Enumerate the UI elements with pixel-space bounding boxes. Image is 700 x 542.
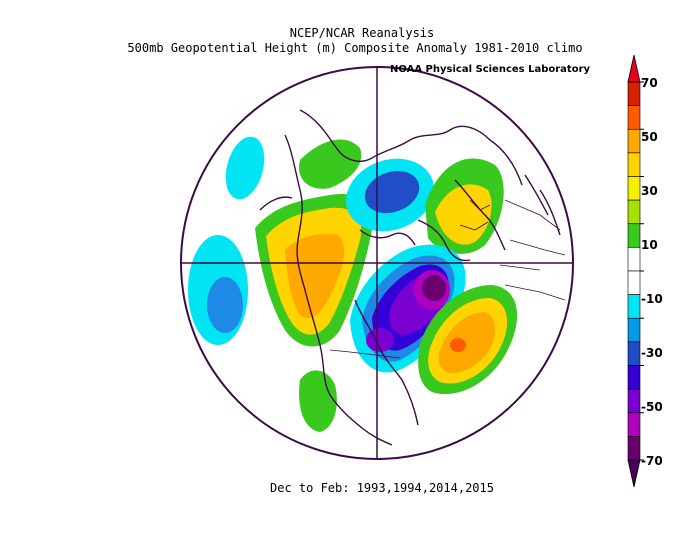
- colorbar-label-neg10: -10: [641, 292, 663, 306]
- positive-anomaly-atlantic-50: [438, 312, 496, 374]
- coastlines: [259, 109, 561, 446]
- map-boundary: [180, 66, 574, 460]
- positive-anomaly-west-na-50: [285, 233, 345, 319]
- colorbar-label-neg50: -50: [641, 400, 663, 414]
- colorbar-label-neg30: -30: [641, 346, 663, 360]
- footer-label: Dec to Feb: 1993,1994,2014,2015: [270, 481, 494, 495]
- colorbar-cell: [627, 294, 641, 319]
- positive-anomaly-atlantic-core: [450, 338, 466, 352]
- colorbar-label-30: 30: [641, 184, 658, 198]
- colorbar-cells: [627, 81, 641, 461]
- colorbar-cell: [627, 317, 641, 343]
- colorbar-cell: [627, 81, 641, 106]
- colorbar-cell: [627, 270, 641, 295]
- colorbar-cell: [627, 105, 641, 130]
- colorbar-cell: [627, 128, 641, 154]
- positive-anomaly-europe-30: [435, 184, 492, 245]
- credit-label: NOAA Physical Sciences Laboratory: [390, 64, 591, 75]
- colorbar-label-50: 50: [641, 130, 658, 144]
- colorbar-cell: [627, 388, 641, 414]
- anomaly-field: [188, 109, 566, 446]
- colorbar-cell: [627, 223, 641, 248]
- colorbar-label-neg70: -70: [641, 454, 663, 468]
- colorbar-cell: [627, 176, 641, 201]
- colorbar-cell: [627, 412, 641, 437]
- colorbar-cell: [627, 247, 641, 272]
- colorbar-cell: [627, 199, 641, 225]
- colorbar-cell: [627, 365, 641, 390]
- negative-anomaly-aleutian: [225, 136, 265, 200]
- title-line-1: NCEP/NCAR Reanalysis: [289, 26, 435, 40]
- positive-anomaly-arctic: [299, 139, 362, 189]
- political-borders: [329, 199, 566, 359]
- positive-anomaly-subtropical-pacific: [299, 370, 337, 432]
- negative-anomaly-pacific-west-core: [207, 277, 243, 333]
- colorbar-label-10: 10: [641, 238, 658, 252]
- colorbar-cell: [627, 436, 641, 461]
- colorbar-cell: [627, 341, 641, 366]
- negative-anomaly-siberia-core: [364, 170, 420, 214]
- colorbar-label-70: 70: [641, 76, 658, 90]
- colorbar-arrow-top: [627, 54, 641, 83]
- colorbar-cell: [627, 152, 641, 177]
- colorbar-arrow-bottom: [627, 459, 641, 488]
- title-line-2: 500mb Geopotential Height (m) Composite …: [127, 41, 583, 55]
- negative-anomaly-east-na-core: [422, 275, 446, 301]
